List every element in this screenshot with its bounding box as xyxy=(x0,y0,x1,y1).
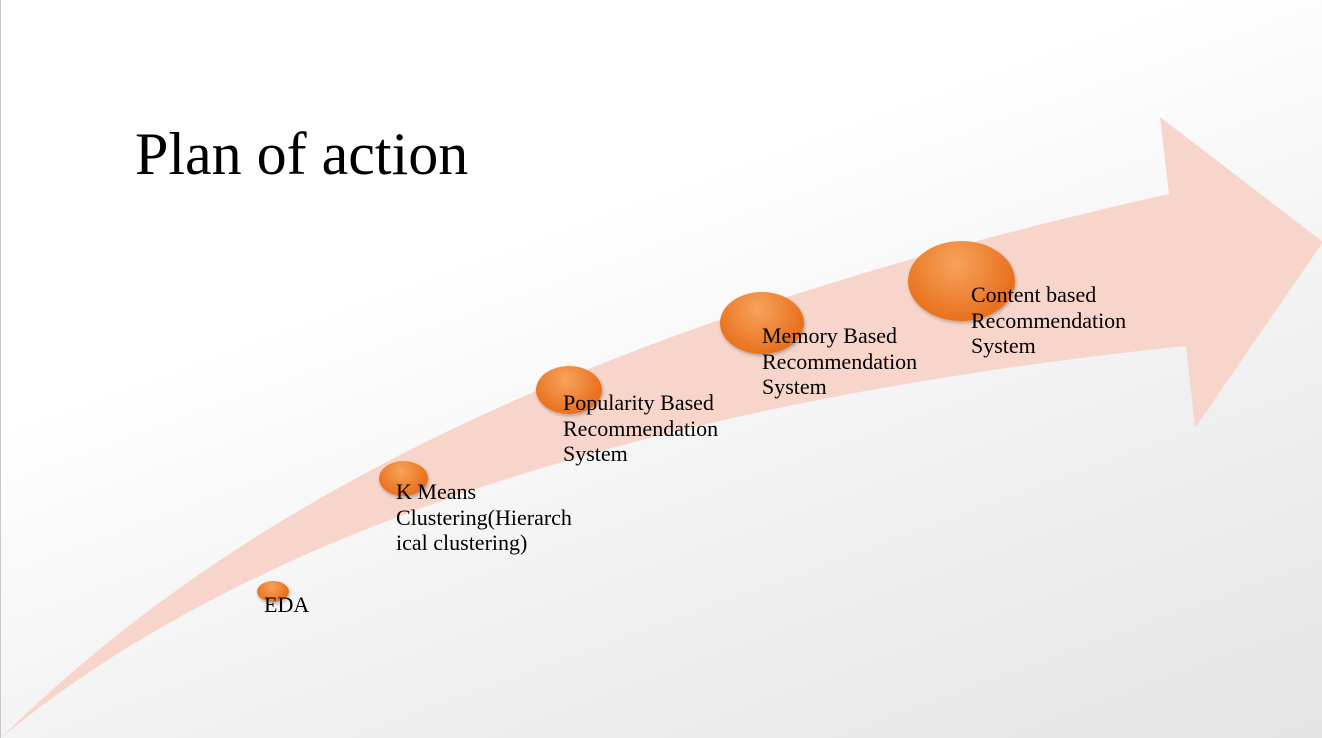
step-bubble-kmeans xyxy=(379,461,428,496)
step-label-popularity: Popularity Based Recommendation System xyxy=(563,390,719,466)
step-bubble-memory xyxy=(720,292,804,354)
step-bubble-content xyxy=(908,241,1015,321)
step-label-eda: EDA xyxy=(264,592,310,617)
step-label-memory: Memory Based Recommendation System xyxy=(762,323,918,399)
slide-title: Plan of action xyxy=(135,121,469,187)
step-bubble-eda xyxy=(257,581,289,602)
step-bubble-popularity xyxy=(536,366,602,414)
step-label-kmeans: K Means Clustering(Hierarch ical cluster… xyxy=(396,479,572,555)
step-label-content: Content based Recommendation System xyxy=(971,282,1127,358)
